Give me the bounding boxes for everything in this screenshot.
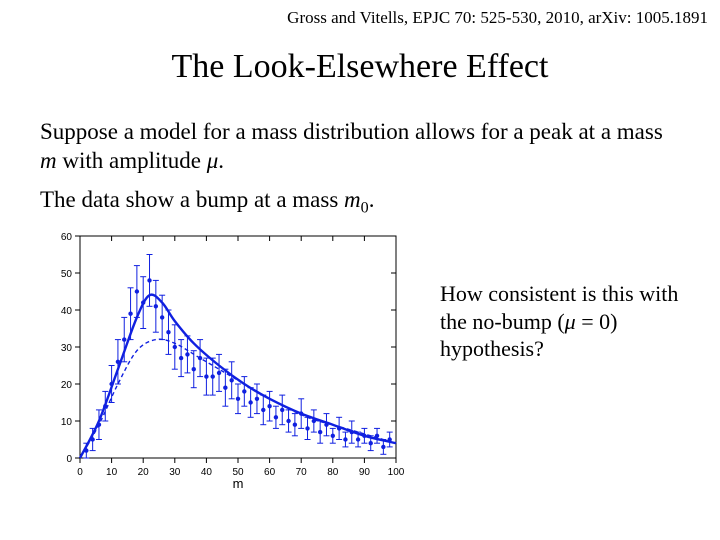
para2-var-m: m: [344, 187, 361, 212]
svg-text:60: 60: [264, 467, 276, 478]
question-text-a: How consistent is this with the no-bump …: [440, 281, 678, 334]
para1-var-m: m: [40, 148, 57, 173]
svg-text:0: 0: [77, 467, 83, 478]
svg-text:100: 100: [388, 467, 405, 478]
para1-text-a: Suppose a model for a mass distribution …: [40, 119, 663, 144]
svg-text:10: 10: [61, 417, 73, 428]
chart-svg: 01020304050607080901000102030405060m: [38, 224, 408, 494]
para1-text-b: with amplitude: [57, 148, 207, 173]
question-var-mu: μ: [565, 309, 576, 334]
para2-sub-0: 0: [361, 200, 369, 217]
para1-var-mu: μ: [207, 148, 219, 173]
svg-text:0: 0: [66, 454, 72, 465]
svg-text:40: 40: [61, 306, 73, 317]
question-text: How consistent is this with the no-bump …: [440, 280, 700, 363]
svg-text:m: m: [233, 476, 244, 491]
svg-text:80: 80: [327, 467, 339, 478]
svg-text:20: 20: [138, 467, 150, 478]
paragraph-2: The data show a bump at a mass m0.: [40, 186, 680, 219]
para2-text-b: .: [369, 187, 375, 212]
paragraph-1: Suppose a model for a mass distribution …: [40, 118, 680, 176]
svg-text:90: 90: [359, 467, 371, 478]
svg-text:30: 30: [61, 343, 73, 354]
svg-text:10: 10: [106, 467, 118, 478]
svg-text:20: 20: [61, 380, 73, 391]
svg-text:30: 30: [169, 467, 181, 478]
page-title: The Look-Elsewhere Effect: [0, 48, 720, 86]
para1-text-c: .: [218, 148, 224, 173]
svg-text:40: 40: [201, 467, 213, 478]
para2-text-a: The data show a bump at a mass: [40, 187, 344, 212]
citation-text: Gross and Vitells, EPJC 70: 525-530, 201…: [287, 8, 708, 28]
svg-text:60: 60: [61, 232, 73, 243]
mass-distribution-chart: 01020304050607080901000102030405060m: [38, 224, 408, 494]
svg-text:50: 50: [61, 269, 73, 280]
svg-text:70: 70: [296, 467, 308, 478]
